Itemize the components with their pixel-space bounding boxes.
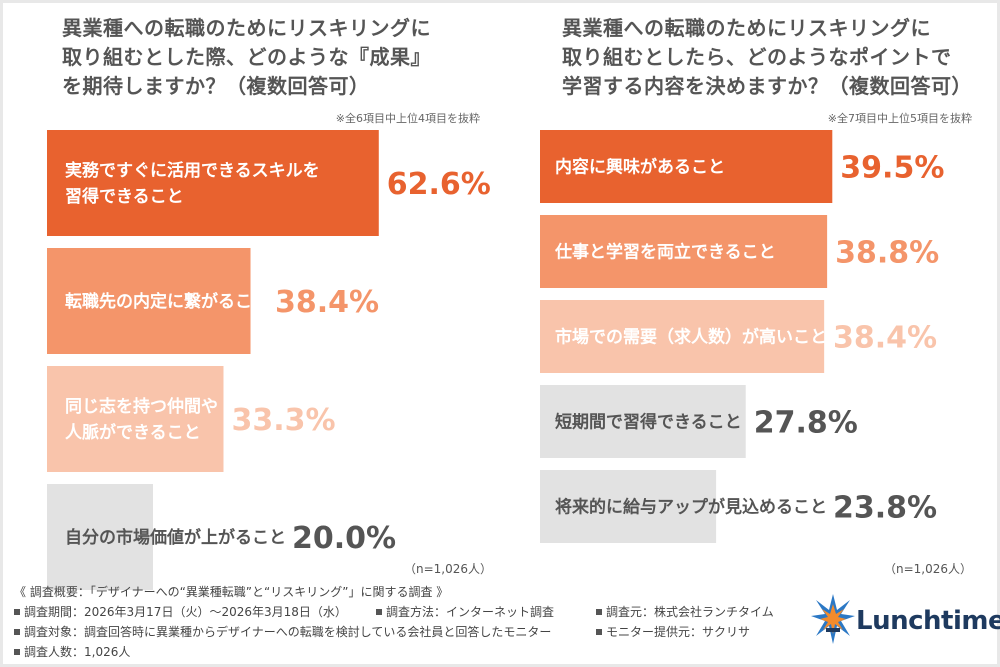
bar-category-label: 同じ志を持つ仲間や人脈ができること [65,396,218,443]
survey-source: 調査元：株式会社ランチタイム [596,602,774,622]
bar-category-label: 実務ですぐに活用できるスキルを習得できること [65,160,320,207]
right-sample-size: （n=1,026人） [883,562,972,576]
bullet-square-icon [14,648,20,655]
bar-value-label: 38.8% [835,235,939,270]
right-chart-panel: 異業種への転職のためにリスキリングに 取り組むとしたら、どのようなポイントで 学… [500,0,1000,590]
bar-category-label: 転職先の内定に繋がること [65,291,269,312]
bullet-square-icon [596,628,602,635]
chart-bar [540,385,746,458]
left-sample-size: （n=1,026人） [403,562,492,576]
bullet-square-icon [376,608,382,615]
chart-bar [540,300,825,373]
chart-bar [540,130,833,203]
bar-value-label: 20.0% [292,521,396,556]
bar-category-label: 内容に興味があること [555,157,725,178]
left-bar-chart: 実務ですぐに活用できるスキルを習得できること 62.6% 転職先の内定に繋がること 3… [47,130,491,590]
left-chart-title: 異業種への転職のためにリスキリングに 取り組むとした際、どのような『成果』 を期… [62,16,431,98]
bar-category-label: 短期間で習得できること [555,412,742,433]
bar-value-label: 27.8% [754,405,858,440]
bar-value-label: 39.5% [840,150,944,185]
bar-value-label: 62.6% [387,167,491,202]
bar-value-label: 38.4% [833,320,937,355]
chart-bar [47,484,153,590]
survey-count: 調査人数：1,026人 [14,642,130,662]
survey-summary: 《 調査概要：「デザイナーへの“異業種転職”と“リスキリング”」に関する調査 》… [14,582,794,662]
survey-method: 調査方法：インターネット調査 [376,602,554,622]
right-chart-note: ※全7項目中上位5項目を抜粋 [827,112,972,125]
left-chart-note: ※全6項目中上位4項目を抜粋 [335,112,480,125]
right-bar-chart: 内容に興味があること 39.5% 仕事と学習を両立できること 38.8% 市場での需要（… [540,130,944,543]
right-chart-title: 異業種への転職のためにリスキリングに 取り組むとしたら、どのようなポイントで 学… [562,16,972,98]
chart-bar [47,248,251,354]
bar-value-label: 23.8% [833,490,937,525]
bar-value-label: 33.3% [231,403,335,438]
bullet-square-icon [14,608,20,615]
survey-period: 調査期間：2026年3月17日（火）〜2026年3月18日（水） [14,602,347,622]
chart-bar [540,470,717,543]
survey-provider: モニター提供元：サクリサ [596,622,750,642]
bar-category-label: 仕事と学習を両立できること [554,242,776,263]
survey-target: 調査対象：調査回答時に異業種からデザイナーへの転職を検討している会社員と回答した… [14,622,551,642]
lunchtime-logo-text: Lunchtime [856,606,1000,636]
bar-category-label: 将来的に給与アップが見込めること [555,497,827,518]
bar-category-label: 市場での需要（求人数）が高いこと [555,327,827,348]
chart-bar [540,215,828,288]
survey-heading: 《 調査概要：「デザイナーへの“異業種転職”と“リスキリング”」に関する調査 》 [14,585,449,599]
bar-category-label: 自分の市場価値が上がること [65,527,286,548]
chart-bar [47,366,224,472]
bullet-square-icon [14,628,20,635]
lunchtime-burst-logo-icon [811,594,855,644]
left-chart-panel: 異業種への転職のためにリスキリングに 取り組むとした際、どのような『成果』 を期… [0,0,500,590]
chart-bar [47,130,379,236]
lunchtime-logo: Lunchtime [810,592,1000,652]
bar-value-label: 38.4% [275,285,379,320]
bullet-square-icon [596,608,602,615]
